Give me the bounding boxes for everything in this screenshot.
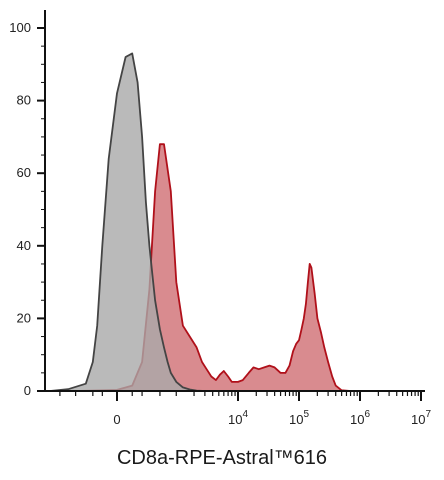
y-tick-label: 80 [17,93,31,108]
x-tick-label: 105 [289,409,309,427]
y-tick-label: 20 [17,310,31,325]
series-0-line [50,143,421,392]
x-tick-label: 104 [228,409,248,427]
y-tick-label: 0 [24,383,31,398]
series-1-area [50,53,421,392]
plot-area [49,52,421,392]
series-1-line [49,52,421,392]
y-tick-label: 60 [17,165,31,180]
axes: 0 20 40 60 80 100 0 104 105 106 107 [9,10,431,427]
y-tick-label: 40 [17,238,31,253]
x-tick-label: 107 [411,409,431,427]
y-tick-label: 100 [9,20,31,35]
x-axis-label: CD8a-RPE-Astral™616 [116,447,328,469]
x-tick-label: 106 [350,409,370,427]
x-tick-label: 0 [113,412,120,427]
